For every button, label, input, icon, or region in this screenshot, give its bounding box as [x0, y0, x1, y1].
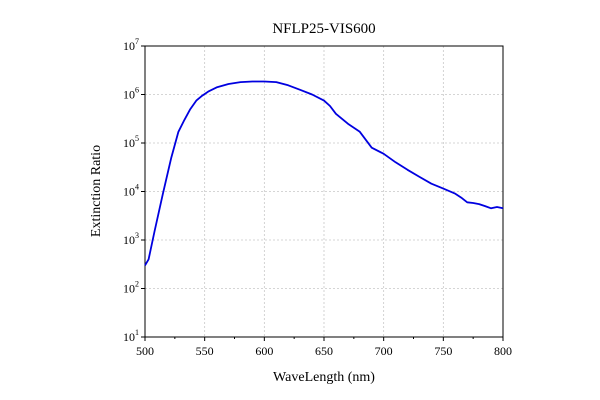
x-tick-label: 700 [375, 344, 393, 358]
x-tick-label: 500 [136, 344, 154, 358]
y-tick-label: 102 [123, 280, 139, 296]
y-tick-label: 103 [123, 231, 139, 247]
y-tick-labels: 101 102 103 104 105 106 107 [123, 37, 139, 344]
x-axis-label: WaveLength (nm) [273, 370, 375, 385]
y-tick-label: 101 [123, 328, 139, 344]
y-tick-label: 104 [123, 183, 139, 199]
x-tick-labels: 500 550 600 650 700 750 800 [136, 344, 512, 358]
series-layer [144, 80, 504, 266]
x-tick-label: 550 [196, 344, 214, 358]
y-tick-label: 106 [123, 86, 139, 102]
y-tick-label: 105 [123, 134, 139, 150]
series-line-0 [144, 80, 504, 266]
y-axis-label: Extinction Ratio [89, 145, 104, 237]
x-tick-label: 650 [315, 344, 333, 358]
chart-title: NFLP25-VIS600 [272, 21, 375, 37]
x-tick-label: 600 [255, 344, 273, 358]
x-tick-label: 800 [494, 344, 512, 358]
x-tick-label: 750 [434, 344, 452, 358]
axis-ticks [141, 45, 504, 341]
y-tick-label: 107 [123, 37, 139, 53]
